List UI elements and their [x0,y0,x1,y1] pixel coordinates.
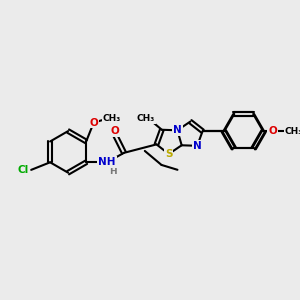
Text: O: O [268,126,277,136]
Text: CH₃: CH₃ [284,127,300,136]
Text: CH₃: CH₃ [103,114,121,123]
Text: CH₃: CH₃ [137,114,155,123]
Text: N: N [103,160,111,170]
Text: N: N [193,141,202,151]
Text: Cl: Cl [18,165,29,175]
Text: H: H [109,167,116,176]
Text: O: O [89,118,98,128]
Text: S: S [165,149,172,159]
Text: N: N [173,125,182,135]
Text: O: O [110,126,119,136]
Text: NH: NH [98,157,116,167]
